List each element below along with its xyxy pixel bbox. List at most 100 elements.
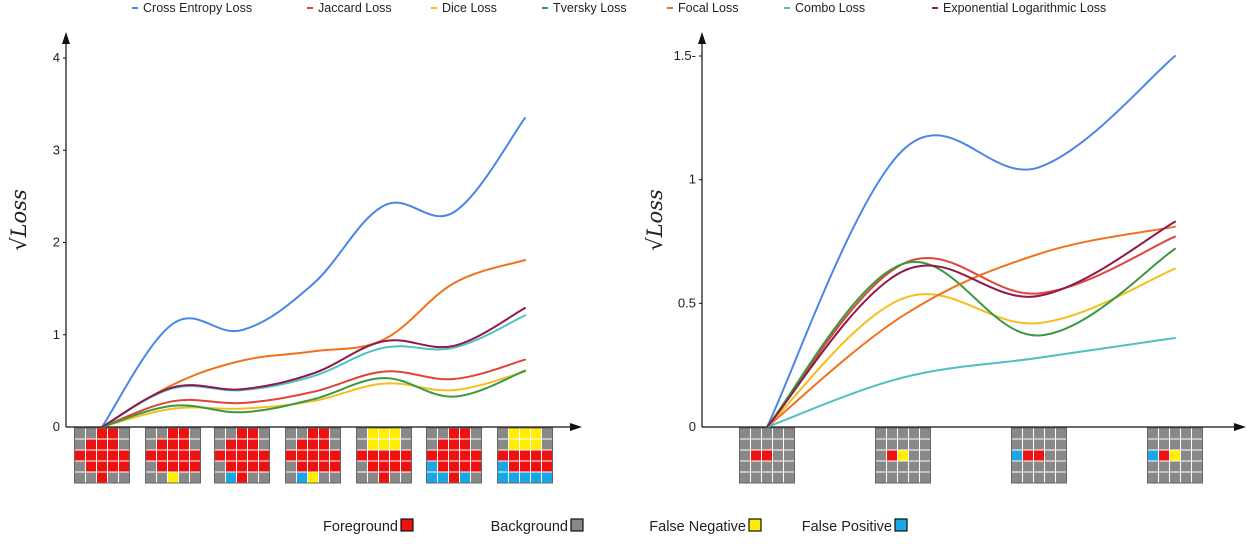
grid-cell xyxy=(875,460,887,473)
grid-cell xyxy=(448,449,460,462)
grid-cell xyxy=(214,471,226,484)
grid-cell xyxy=(886,438,898,451)
series-line-jaccard xyxy=(766,235,1176,428)
thumbnail-border xyxy=(875,427,931,484)
grid-cell xyxy=(356,449,368,462)
right-chart: 0 0.5 1 1.5- √Loss xyxy=(643,32,1246,484)
grid-cell xyxy=(459,471,471,484)
bottom-legend-label: Background xyxy=(491,519,568,535)
grid-cell xyxy=(519,471,531,484)
series-line-focal xyxy=(101,259,526,428)
bottom-legend-label: False Negative xyxy=(649,519,746,535)
grid-cell xyxy=(750,460,762,473)
x-axis-arrow xyxy=(570,423,582,431)
grid-cell xyxy=(236,427,248,440)
grid-cell xyxy=(908,438,920,451)
y-tick-label: 2 xyxy=(53,235,60,250)
grid-cell xyxy=(167,427,179,440)
y-axis-arrow xyxy=(62,32,70,44)
grid-cell xyxy=(897,438,909,451)
grid-cell xyxy=(367,460,379,473)
grid-cell xyxy=(85,438,97,451)
grid-cell xyxy=(1033,427,1045,440)
grid-cell xyxy=(167,449,179,462)
thumbnail-border xyxy=(74,427,130,484)
grid-cell xyxy=(178,438,190,451)
grid-cell xyxy=(318,449,330,462)
grid-cell xyxy=(318,438,330,451)
grid-cell xyxy=(497,438,509,451)
grid-cell xyxy=(875,449,887,462)
grid-cell xyxy=(1044,460,1056,473)
grid-cell xyxy=(107,438,119,451)
grid-cell xyxy=(178,471,190,484)
grid-cell xyxy=(96,471,108,484)
y-tick-label: 4 xyxy=(53,50,60,65)
grid-cell xyxy=(296,460,308,473)
grid-cell xyxy=(107,471,119,484)
grid-cell xyxy=(96,460,108,473)
thumbnail-border xyxy=(1011,427,1067,484)
grid-cell xyxy=(96,427,108,440)
grid-cell xyxy=(530,460,542,473)
grid-cell xyxy=(400,471,412,484)
grid-cell xyxy=(258,471,270,484)
grid-cell xyxy=(519,449,531,462)
segmentation-thumbnail xyxy=(497,427,553,484)
top-legend: Cross Entropy Loss Jaccard Loss Dice Loss T… xyxy=(132,1,1106,15)
grid-cell xyxy=(508,449,520,462)
grid-cell xyxy=(470,471,482,484)
grid-cell xyxy=(437,449,449,462)
grid-cell xyxy=(1055,449,1067,462)
grid-cell xyxy=(258,460,270,473)
series-line-tversky xyxy=(766,247,1176,428)
grid-cell xyxy=(761,449,773,462)
grid-cell xyxy=(400,460,412,473)
grid-cell xyxy=(908,460,920,473)
segmentation-thumbnail xyxy=(145,427,201,484)
grid-cell xyxy=(329,449,341,462)
grid-cell xyxy=(497,449,509,462)
grid-cell xyxy=(1022,449,1034,462)
grid-cell xyxy=(783,427,795,440)
grid-cell xyxy=(448,460,460,473)
grid-cell xyxy=(761,460,773,473)
grid-cell xyxy=(236,460,248,473)
grid-cell xyxy=(739,438,751,451)
grid-cell xyxy=(1180,449,1192,462)
grid-cell xyxy=(296,471,308,484)
grid-cell xyxy=(378,427,390,440)
grid-cell xyxy=(761,427,773,440)
grid-cell xyxy=(74,438,86,451)
grid-cell xyxy=(214,460,226,473)
segmentation-thumbnail xyxy=(1011,427,1067,484)
grid-cell xyxy=(118,460,130,473)
grid-cell xyxy=(178,460,190,473)
grid-cell xyxy=(1169,427,1181,440)
grid-cell xyxy=(886,449,898,462)
grid-cell xyxy=(214,438,226,451)
grid-cell xyxy=(225,427,237,440)
grid-cell xyxy=(783,471,795,484)
grid-cell xyxy=(145,438,157,451)
grid-cell xyxy=(437,460,449,473)
grid-cell xyxy=(750,427,762,440)
legend-entry: Combo Loss xyxy=(784,1,865,15)
grid-cell xyxy=(530,427,542,440)
bottom-legend-label: Foreground xyxy=(323,519,398,535)
thumbnail-border xyxy=(739,427,795,484)
grid-cell xyxy=(214,449,226,462)
legend-entry: Focal Loss xyxy=(667,1,738,15)
thumbnail-border xyxy=(214,427,270,484)
grid-cell xyxy=(389,427,401,440)
grid-cell xyxy=(156,449,168,462)
grid-cell xyxy=(225,460,237,473)
axes: 0 1 2 3 4 √Loss xyxy=(7,32,582,434)
grid-cell xyxy=(919,438,931,451)
grid-cell xyxy=(908,449,920,462)
grid-cell xyxy=(225,449,237,462)
bottom-legend-swatch xyxy=(400,518,414,532)
grid-cell xyxy=(236,471,248,484)
grid-cell xyxy=(1044,471,1056,484)
